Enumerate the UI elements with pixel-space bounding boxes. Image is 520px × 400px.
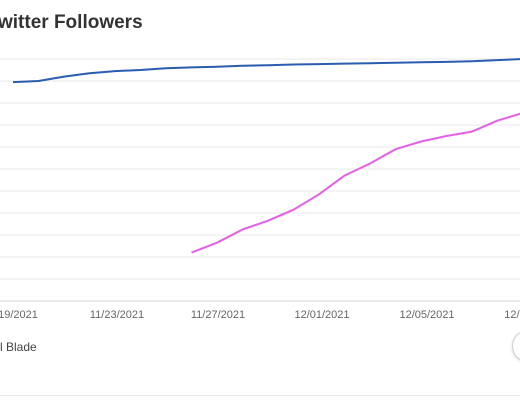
- legend-label: l Blade: [0, 340, 37, 354]
- chart-title: witter Followers: [0, 12, 143, 33]
- series-layer: [12, 58, 520, 254]
- legend-item[interactable]: l Blade: [0, 340, 37, 354]
- divider: [0, 395, 520, 396]
- line-chart: 19/2021 11/23/2021 11/27/2021 12/01/2021 12/…: [0, 58, 520, 321]
- circle-button-icon[interactable]: [512, 330, 520, 362]
- series-line-1[interactable]: [12, 58, 520, 84]
- x-tick-label: 19/2021: [0, 309, 38, 321]
- x-tick-label: 12/05/2021: [399, 309, 454, 321]
- x-tick-label: 12/0: [504, 309, 520, 321]
- x-tick-label: 11/23/2021: [90, 309, 144, 321]
- x-tick-layer: 19/2021 11/23/2021 11/27/2021 12/01/2021 12/…: [0, 309, 520, 321]
- series-line-2[interactable]: [191, 112, 520, 254]
- x-tick-label: 12/01/2021: [294, 309, 349, 321]
- x-tick-label: 11/27/2021: [191, 309, 245, 321]
- grid-layer: [0, 58, 520, 302]
